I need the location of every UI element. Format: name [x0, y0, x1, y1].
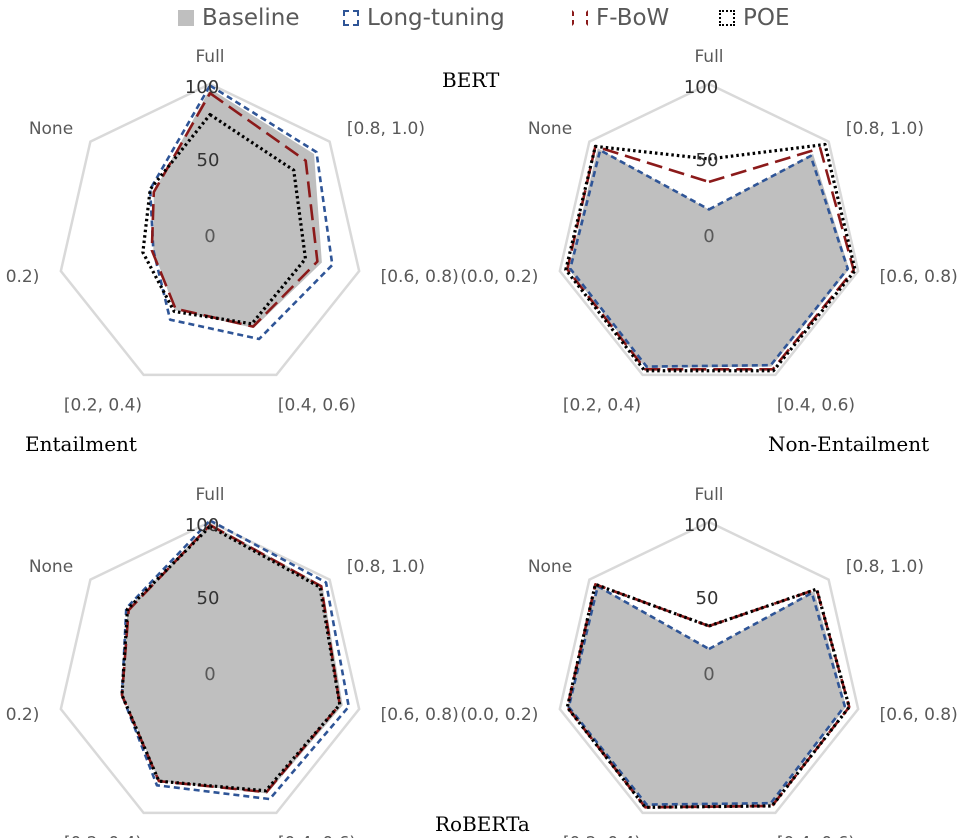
category-label: [0.6, 0.8)	[880, 705, 958, 725]
series-poe	[564, 142, 857, 373]
radial-tick-label: 0	[703, 664, 714, 685]
category-label: [0.4, 0.6)	[777, 396, 855, 416]
radar-chart-bert-non-entailment: 0 50 100 Full [0.8, 1.0) [0.6, 0.8) [0.4, 0.6)…	[460, 47, 958, 416]
legend-label-fbow: F-BoW	[596, 5, 670, 31]
series-long-tuning	[120, 519, 351, 801]
radial-tick-label: 50	[696, 588, 719, 609]
model-label-bert: BERT	[442, 68, 500, 92]
category-label: Full	[694, 485, 723, 505]
category-label: Full	[195, 47, 224, 67]
legend-label-poe: POE	[743, 5, 790, 31]
legend-item-fbow: F-BoW	[572, 4, 669, 32]
legend-swatch-baseline	[178, 10, 194, 26]
radial-tick-label: 100	[185, 77, 219, 98]
row-label-entailment: Entailment	[25, 432, 137, 456]
category-label: [0.8, 1.0)	[846, 557, 924, 577]
category-label: (0.0, 0.2)	[460, 705, 538, 725]
category-label: None	[528, 557, 572, 577]
radar-grid-outer	[558, 82, 860, 377]
legend-item-long-tuning: Long-tuning	[343, 4, 505, 32]
series-poe	[565, 582, 851, 809]
category-label: [0.4, 0.6)	[777, 834, 855, 838]
category-label: None	[29, 557, 73, 577]
category-label: (0.0, 0.2)	[0, 705, 39, 725]
series-poe	[141, 112, 308, 326]
category-label: Full	[694, 47, 723, 67]
category-label: None	[528, 119, 572, 139]
radial-tick-label: 50	[696, 150, 719, 171]
legend-item-poe: POE	[719, 4, 790, 32]
chart-legend: Baseline Long-tuning F-BoW POE	[0, 0, 966, 40]
category-label: (0.0, 0.2)	[0, 267, 39, 287]
category-label: [0.8, 1.0)	[347, 119, 425, 139]
category-label: Full	[195, 485, 224, 505]
radar-chart-roberta-entailment: 0 50 100 Full [0.8, 1.0) [0.6, 0.8) [0.4, 0.6)…	[0, 485, 459, 838]
radial-tick-label: 0	[204, 664, 215, 685]
radial-tick-label: 0	[204, 226, 215, 247]
series-baseline	[568, 148, 850, 368]
category-label: [0.4, 0.6)	[278, 834, 356, 838]
series-long-tuning	[148, 84, 334, 341]
category-label: [0.2, 0.4)	[64, 834, 142, 838]
legend-swatch-poe	[719, 10, 735, 26]
legend-swatch-long-tuning	[343, 10, 359, 26]
category-label: [0.6, 0.8)	[381, 267, 459, 287]
series-baseline	[153, 88, 322, 328]
radar-grid-outer	[59, 82, 361, 377]
radar-chart-roberta-non-entailment: 0 50 100 Full [0.8, 1.0) [0.6, 0.8) [0.4, 0.6)…	[460, 485, 958, 838]
category-label: (0.0, 0.2)	[460, 267, 538, 287]
radial-tick-label: 0	[703, 226, 714, 247]
legend-label-baseline: Baseline	[202, 5, 300, 31]
radial-tick-label: 100	[185, 515, 219, 536]
radar-grid-outer	[59, 520, 361, 815]
category-label: [0.2, 0.4)	[563, 396, 641, 416]
radar-chart-bert-entailment: 0 50 100 Full [0.8, 1.0) [0.6, 0.8) [0.4, 0.6)…	[0, 47, 459, 416]
series-baseline	[123, 523, 343, 794]
category-label: [0.6, 0.8)	[381, 705, 459, 725]
radial-tick-label: 100	[684, 515, 718, 536]
series-baseline	[567, 585, 847, 806]
series-poe	[120, 524, 342, 793]
legend-label-long-tuning: Long-tuning	[367, 5, 505, 31]
series-long-tuning	[568, 148, 850, 368]
legend-item-baseline: Baseline	[178, 4, 300, 32]
legend-swatch-fbow	[572, 10, 588, 26]
model-label-roberta: RoBERTa	[435, 812, 530, 836]
category-label: [0.2, 0.4)	[64, 396, 142, 416]
radar-grid-outer	[558, 520, 860, 815]
category-label: [0.6, 0.8)	[880, 267, 958, 287]
category-label: [0.8, 1.0)	[347, 557, 425, 577]
radial-tick-label: 50	[197, 588, 220, 609]
radial-tick-label: 50	[197, 150, 220, 171]
category-label: [0.2, 0.4)	[563, 834, 641, 838]
category-label: [0.8, 1.0)	[846, 119, 924, 139]
row-label-non-entailment: Non-Entailment	[768, 432, 930, 456]
category-label: None	[29, 119, 73, 139]
category-label: [0.4, 0.6)	[278, 396, 356, 416]
radial-tick-label: 100	[684, 77, 718, 98]
series-f-bow	[150, 91, 319, 328]
